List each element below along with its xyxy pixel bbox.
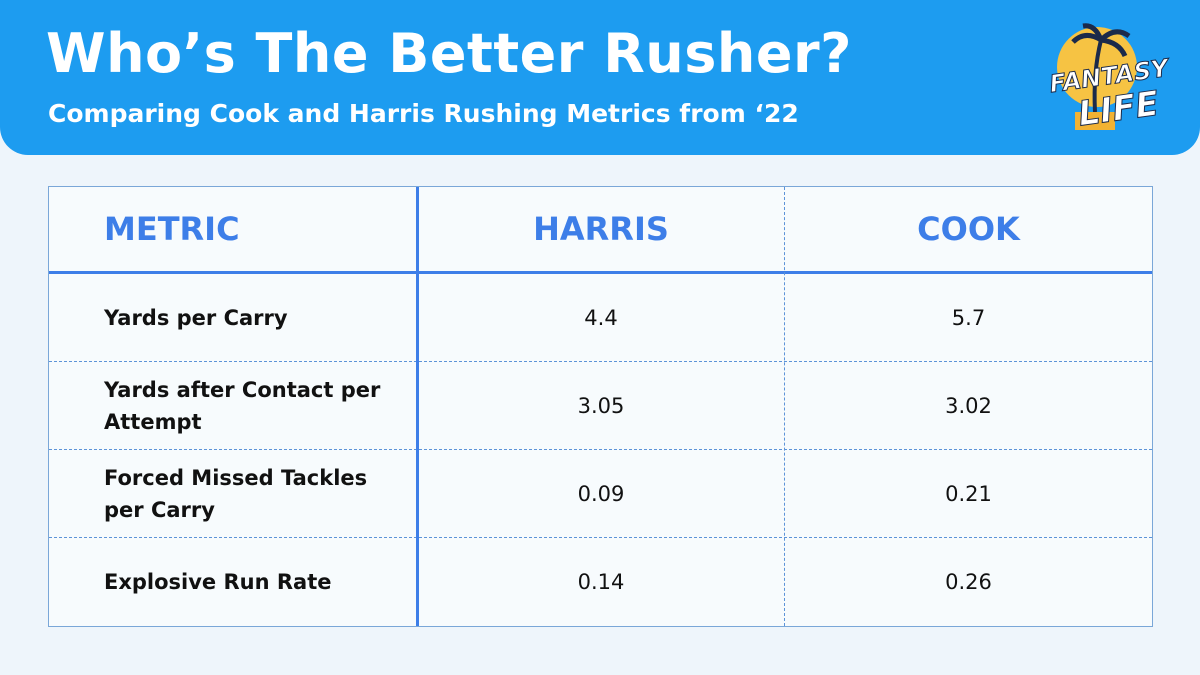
metric-cell: Explosive Run Rate bbox=[104, 570, 332, 594]
logo: FANTASY LIFE bbox=[1047, 23, 1173, 135]
column-header: HARRIS bbox=[533, 210, 669, 248]
value-cell: 0.21 bbox=[945, 481, 992, 506]
metric-cell: Forced Missed Tackles per Carry bbox=[104, 465, 368, 522]
metric-cell: Yards per Carry bbox=[104, 305, 288, 330]
table-row: Explosive Run Rate 0.14 0.26 bbox=[49, 538, 1152, 626]
column-header: METRIC bbox=[104, 210, 240, 248]
header-row: METRIC HARRIS COOK bbox=[49, 187, 1152, 274]
table-row: Forced Missed Tackles per Carry 0.09 0.21 bbox=[49, 450, 1152, 538]
metric-cell: Yards after Contact per Attempt bbox=[104, 377, 381, 434]
column-divider bbox=[416, 187, 419, 626]
table-row: Yards per Carry 4.4 5.7 bbox=[49, 274, 1152, 362]
logo-palm bbox=[1092, 39, 1103, 113]
value-cell: 0.14 bbox=[577, 570, 625, 594]
table: METRIC HARRIS COOK Yards per Carry 4.4 5.7 Yar… bbox=[48, 186, 1153, 627]
logo-leaves bbox=[1071, 23, 1131, 58]
logo-cup bbox=[1075, 112, 1115, 130]
subtitle: Comparing Cook and Harris Rushing Metric… bbox=[48, 99, 799, 128]
column-header: COOK bbox=[917, 210, 1020, 248]
value-cell: 3.05 bbox=[577, 393, 625, 418]
value-cell: 0.26 bbox=[945, 570, 992, 594]
table-row: Yards after Contact per Attempt 3.05 3.02 bbox=[49, 362, 1152, 450]
value-cell: 4.4 bbox=[584, 305, 618, 330]
title: Who’s The Better Rusher? bbox=[46, 22, 852, 85]
value-cell: 5.7 bbox=[951, 305, 986, 330]
header-band: Who’s The Better Rusher? Comparing Cook … bbox=[0, 0, 1200, 155]
value-cell: 3.02 bbox=[945, 393, 992, 418]
column-divider bbox=[784, 187, 785, 626]
value-cell: 0.09 bbox=[577, 481, 625, 506]
